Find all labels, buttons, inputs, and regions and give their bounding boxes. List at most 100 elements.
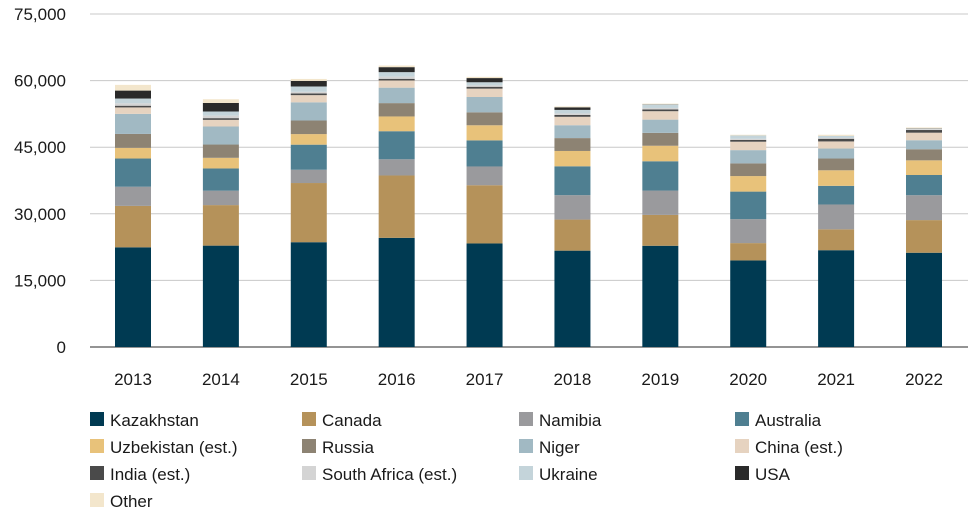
bar-segment-niger-2017 xyxy=(466,96,503,113)
x-tick-label: 2016 xyxy=(378,370,416,389)
legend-label-australia: Australia xyxy=(755,411,822,430)
bar-segment-south-africa-est-2020 xyxy=(730,138,767,140)
legend-label-india-est: India (est.) xyxy=(110,465,190,484)
bar-segment-ukraine-2015 xyxy=(290,86,327,92)
bar-segment-china-est-2013 xyxy=(115,107,151,114)
bar-segment-kazakhstan-2020 xyxy=(730,260,767,347)
bar-segment-south-africa-est-2014 xyxy=(202,115,239,119)
bar-segment-uzbekistan-est-2017 xyxy=(466,125,503,141)
bar-segment-china-est-2018 xyxy=(554,116,591,126)
bar-segment-uzbekistan-est-2019 xyxy=(642,145,679,162)
bar-segment-canada-2015 xyxy=(290,183,327,243)
legend-label-canada: Canada xyxy=(322,411,382,430)
bar-segment-south-africa-est-2018 xyxy=(554,113,591,115)
bar-segment-russia-2022 xyxy=(906,149,942,161)
bar-segment-other-2014 xyxy=(202,99,239,103)
x-tick-label: 2018 xyxy=(554,370,592,389)
bar-segment-other-2022 xyxy=(906,127,942,129)
bar-segment-canada-2021 xyxy=(818,229,855,251)
bar-segment-australia-2017 xyxy=(466,140,503,167)
bar-segment-south-africa-est-2021 xyxy=(818,137,855,139)
bar-segment-australia-2018 xyxy=(554,166,591,196)
bar-segment-russia-2018 xyxy=(554,138,591,151)
bar-segment-china-est-2014 xyxy=(202,119,239,127)
bar-segment-ukraine-2013 xyxy=(115,98,151,104)
bar-segment-niger-2014 xyxy=(202,126,239,145)
bar-segment-kazakhstan-2021 xyxy=(818,250,855,347)
bar-segment-kazakhstan-2018 xyxy=(554,250,591,347)
bar-segment-australia-2019 xyxy=(642,161,679,191)
bar-segment-usa-2013 xyxy=(115,90,151,99)
bar-segment-kazakhstan-2016 xyxy=(378,237,415,347)
x-tick-label: 2014 xyxy=(202,370,240,389)
legend-label-south-africa-est: South Africa (est.) xyxy=(322,465,457,484)
bar-segment-namibia-2015 xyxy=(290,169,327,184)
bar-segment-uzbekistan-est-2016 xyxy=(378,116,415,132)
bar-segment-other-2018 xyxy=(554,106,591,108)
y-tick-label: 45,000 xyxy=(14,138,66,157)
bar-segment-india-est-2017 xyxy=(466,86,503,89)
bar-segment-china-est-2016 xyxy=(378,80,415,88)
bar-segment-russia-2019 xyxy=(642,132,679,146)
bar-segment-usa-2016 xyxy=(378,67,415,73)
bar-segment-south-africa-est-2017 xyxy=(466,85,503,87)
bar-segment-ukraine-2014 xyxy=(202,111,239,116)
legend-label-namibia: Namibia xyxy=(539,411,602,430)
bar-segment-niger-2019 xyxy=(642,119,679,133)
y-tick-label: 0 xyxy=(57,338,66,357)
legend-swatch-namibia xyxy=(519,412,533,426)
legend-label-other: Other xyxy=(110,492,153,511)
legend-swatch-south-africa-est xyxy=(302,466,316,480)
bar-segment-uzbekistan-est-2013 xyxy=(115,147,151,159)
legend-label-ukraine: Ukraine xyxy=(539,465,598,484)
bar-segment-niger-2015 xyxy=(290,102,327,121)
bar-segment-india-est-2014 xyxy=(202,118,239,120)
bar-segment-kazakhstan-2013 xyxy=(115,247,151,347)
bar-segment-other-2021 xyxy=(818,134,855,136)
bar-segment-namibia-2020 xyxy=(730,219,767,244)
bar-segment-uzbekistan-est-2020 xyxy=(730,176,767,192)
bar-segment-kazakhstan-2014 xyxy=(202,245,239,347)
bar-segment-south-africa-est-2013 xyxy=(115,103,151,106)
bar-segment-india-est-2013 xyxy=(115,105,151,108)
bar-segment-india-est-2020 xyxy=(730,139,767,142)
legend-swatch-usa xyxy=(735,466,749,480)
bar-segment-australia-2016 xyxy=(378,131,415,160)
bar-segment-russia-2016 xyxy=(378,103,415,117)
bar-segment-south-africa-est-2016 xyxy=(378,76,415,79)
bar-segment-usa-2015 xyxy=(290,80,327,87)
bar-segment-canada-2014 xyxy=(202,205,239,246)
bar-segment-canada-2013 xyxy=(115,205,151,248)
y-tick-label: 15,000 xyxy=(14,271,66,290)
bar-segment-kazakhstan-2019 xyxy=(642,245,679,347)
bar-segment-namibia-2019 xyxy=(642,190,679,215)
x-tick-label: 2015 xyxy=(290,370,328,389)
bar-segment-other-2019 xyxy=(642,103,679,105)
bar-segment-ukraine-2016 xyxy=(378,72,415,77)
bar-segment-ukraine-2020 xyxy=(730,135,767,139)
bar-segment-russia-2013 xyxy=(115,133,151,148)
bar-segment-niger-2013 xyxy=(115,113,151,134)
x-tick-label: 2019 xyxy=(641,370,679,389)
bar-segment-canada-2020 xyxy=(730,243,767,261)
bar-segment-south-africa-est-2019 xyxy=(642,107,679,110)
legend-swatch-australia xyxy=(735,412,749,426)
bar-segment-namibia-2014 xyxy=(202,190,239,206)
bar-segment-russia-2015 xyxy=(290,120,327,135)
legend-swatch-uzbekistan-est xyxy=(90,439,104,453)
bar-segment-kazakhstan-2022 xyxy=(906,252,942,347)
bar-segment-namibia-2018 xyxy=(554,195,591,220)
y-tick-label: 30,000 xyxy=(14,205,66,224)
bar-segment-niger-2020 xyxy=(730,150,767,164)
bar-segment-namibia-2021 xyxy=(818,204,855,230)
legend-label-niger: Niger xyxy=(539,438,580,457)
bar-segment-australia-2015 xyxy=(290,144,327,170)
bar-segment-canada-2016 xyxy=(378,175,415,238)
bar-segment-china-est-2015 xyxy=(290,95,327,103)
legend-label-uzbekistan-est: Uzbekistan (est.) xyxy=(110,438,238,457)
bar-segment-ukraine-2018 xyxy=(554,109,591,114)
bar-segment-kazakhstan-2017 xyxy=(466,243,503,347)
bar-segment-uzbekistan-est-2014 xyxy=(202,157,239,169)
legend-swatch-niger xyxy=(519,439,533,453)
